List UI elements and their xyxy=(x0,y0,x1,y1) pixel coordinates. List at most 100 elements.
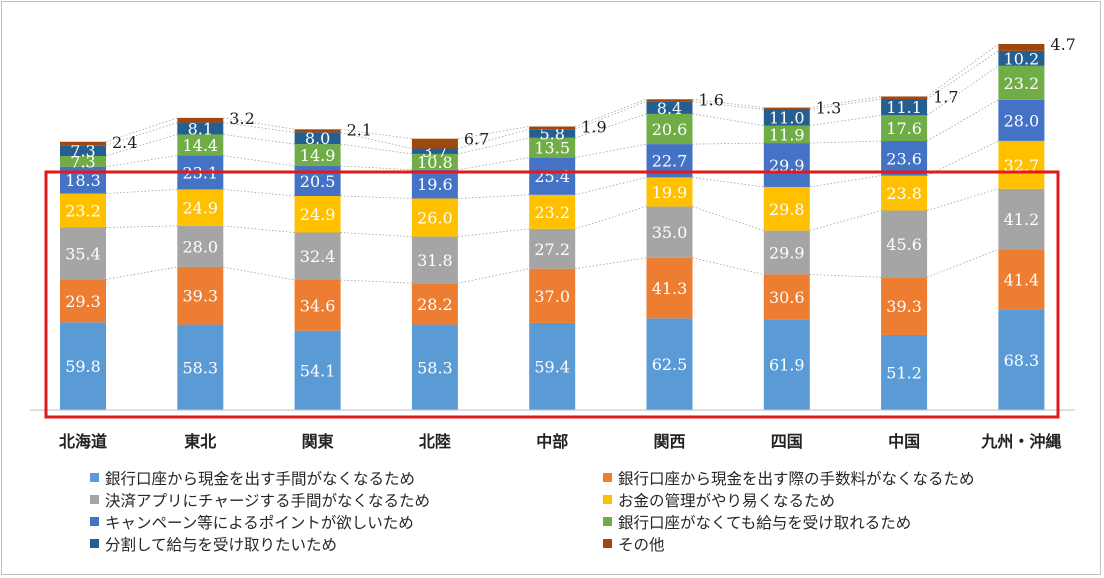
category-label: 東北 xyxy=(184,432,216,451)
bar-segment xyxy=(763,109,810,126)
data-label: 19.6 xyxy=(417,175,453,194)
bar-segment xyxy=(763,143,810,187)
data-label: 41.4 xyxy=(1004,271,1040,290)
data-label: 58.3 xyxy=(182,358,218,377)
data-label: 19.9 xyxy=(652,183,688,202)
legend-item: その他 xyxy=(603,534,665,554)
data-label: 4.7 xyxy=(1050,35,1075,54)
category-label: 四国 xyxy=(771,432,803,451)
data-label: 3.2 xyxy=(229,109,254,128)
legend-swatch xyxy=(603,495,612,504)
series-connector xyxy=(575,206,647,230)
bar-segment xyxy=(411,148,458,154)
series-connector xyxy=(105,155,178,168)
data-label: 27.2 xyxy=(534,240,570,259)
legend-swatch xyxy=(90,495,99,504)
series-connector-lines xyxy=(105,43,999,284)
bar-segment xyxy=(411,153,458,170)
bar-segment xyxy=(529,126,576,130)
legend-label: 銀行口座がなくても給与を受け取れるため xyxy=(618,513,912,532)
series-connector xyxy=(692,101,764,110)
bar-segment xyxy=(294,132,341,145)
series-connector xyxy=(223,189,295,197)
series-connector xyxy=(340,143,412,155)
data-label: 23.2 xyxy=(534,203,570,222)
legend-swatch xyxy=(603,517,612,526)
data-label: 32.7 xyxy=(1004,156,1040,175)
series-connector xyxy=(692,176,764,188)
bar-segment xyxy=(881,175,928,211)
bar-segment xyxy=(294,330,341,410)
series-connector xyxy=(809,210,882,231)
bar-segment xyxy=(998,249,1045,310)
data-label: 35.0 xyxy=(652,223,688,242)
series-connector xyxy=(926,50,999,100)
series-connector xyxy=(692,98,764,109)
bar-segment xyxy=(646,99,693,102)
bar-segment xyxy=(998,140,1045,189)
legend-swatch xyxy=(603,473,612,482)
legend-label: 決済アプリにチャージする手間がなくなるため xyxy=(105,491,431,510)
bar-segment xyxy=(998,65,1045,100)
series-connector xyxy=(223,266,295,281)
bar-segment xyxy=(998,309,1045,410)
data-label: 23.6 xyxy=(886,149,922,168)
series-connector xyxy=(692,142,764,145)
series-connector xyxy=(809,98,882,110)
series-connector xyxy=(926,43,999,97)
bar-segment xyxy=(177,134,224,156)
data-label: 24.9 xyxy=(300,205,336,224)
series-connector xyxy=(692,206,764,231)
series-connector xyxy=(223,117,295,130)
bar-segment xyxy=(646,257,693,319)
series-connector xyxy=(105,225,178,228)
data-label: 61.9 xyxy=(769,356,805,375)
series-connector xyxy=(809,175,882,188)
data-label: 8.0 xyxy=(305,129,330,148)
bar-segment xyxy=(881,277,928,335)
legend-item: 銀行口座から現金を出す手間がなくなるため xyxy=(90,468,416,488)
series-connector xyxy=(457,268,530,284)
category-label: 中部 xyxy=(536,432,568,451)
legend-label: 銀行口座から現金を出す手間がなくなるため xyxy=(105,469,416,488)
legend-swatch xyxy=(90,517,99,526)
bar-segment xyxy=(881,98,928,116)
legend-item: 銀行口座から現金を出す際の手数料がなくなるため xyxy=(603,468,975,488)
series-connector xyxy=(105,266,178,280)
data-label: 29.3 xyxy=(65,292,101,311)
data-label: 59.4 xyxy=(534,357,570,376)
series-connector xyxy=(926,248,999,278)
bar-segment xyxy=(60,322,106,410)
data-label: 31.8 xyxy=(417,251,453,270)
bar-segment xyxy=(411,283,458,325)
series-connector xyxy=(457,228,530,237)
bar-segment xyxy=(881,115,928,142)
data-label: 51.2 xyxy=(886,363,922,382)
bar-segment xyxy=(646,177,693,207)
bar-segment xyxy=(411,169,458,199)
bar-segment xyxy=(529,194,576,229)
stacked-bar-chart: 59.829.335.423.218.37.37.3 2.458.339.328.… xyxy=(30,35,1076,451)
data-label: 13.5 xyxy=(534,139,570,158)
data-label: 11.1 xyxy=(886,98,922,117)
series-connector xyxy=(809,114,882,127)
category-label: 中国 xyxy=(888,432,920,451)
series-connector xyxy=(809,274,882,278)
series-connector xyxy=(340,131,412,149)
bar-segment xyxy=(60,227,106,280)
legend-label: 分割して給与を受け取りたいため xyxy=(105,535,338,554)
data-label: 35.4 xyxy=(65,244,101,263)
data-label: 68.3 xyxy=(1004,351,1040,370)
legend-item: お金の管理がやり易くなるため xyxy=(603,490,836,510)
legend-item: 銀行口座がなくても給与を受け取れるため xyxy=(603,512,912,532)
data-label: 14.9 xyxy=(300,146,336,165)
bar-segment xyxy=(998,50,1045,66)
bar-segment xyxy=(294,195,341,233)
data-label: 8.4 xyxy=(657,99,682,118)
data-label: 11.9 xyxy=(769,125,805,144)
legend-label: お金の管理がやり易くなるため xyxy=(618,491,836,510)
bar-segment xyxy=(177,266,224,325)
bar-segment xyxy=(411,198,458,237)
legend-swatch xyxy=(603,539,612,548)
